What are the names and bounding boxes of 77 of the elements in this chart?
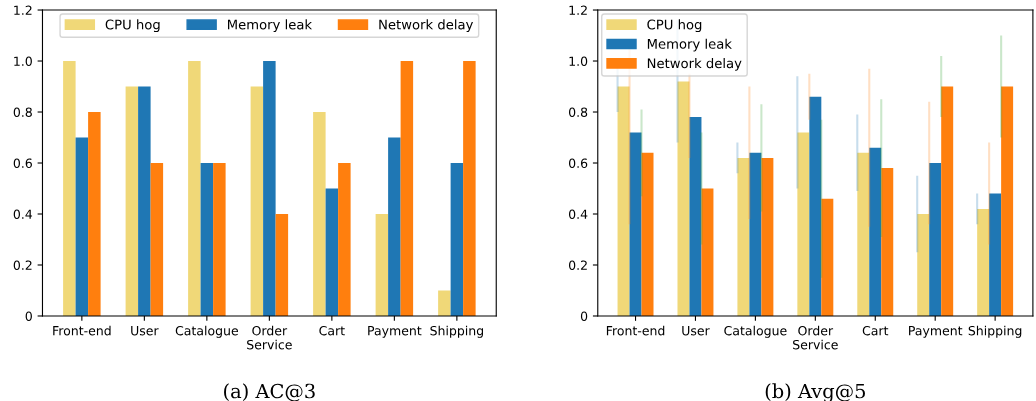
bar	[325, 188, 339, 316]
legend-label: CPU hog	[647, 19, 702, 33]
bar	[809, 96, 822, 316]
bar	[275, 214, 289, 316]
bar	[761, 157, 774, 316]
x-tick-label: Front-end	[53, 325, 111, 336]
bar	[917, 214, 930, 316]
bar	[63, 61, 76, 316]
y-tick-label: 1.2	[569, 5, 587, 15]
bar	[797, 132, 810, 316]
bar	[617, 86, 630, 316]
bar	[749, 152, 762, 316]
x-tick-label: Front-end	[606, 325, 665, 336]
bar	[677, 81, 690, 316]
x-tick-label: User	[682, 326, 710, 336]
legend-label: Network delay	[379, 19, 473, 33]
bar	[250, 86, 264, 316]
bar	[125, 86, 139, 316]
bar	[400, 61, 414, 316]
y-tick-label: 0.6	[13, 158, 32, 168]
y-tick-label: 1.2	[14, 5, 32, 15]
y-tick-label: 1.0	[14, 56, 32, 66]
x-tick-label: Shipping	[430, 325, 483, 338]
x-tick-label: Payment	[909, 326, 963, 338]
bar	[213, 163, 226, 316]
y-tick-label: 0.4	[13, 209, 33, 219]
x-tick-label: Catalogue	[175, 325, 238, 338]
y-tick-label: 0.2	[13, 260, 32, 270]
bar	[869, 147, 882, 316]
bar	[689, 117, 702, 316]
bar	[450, 163, 464, 316]
x-tick-label: Cart	[319, 325, 345, 336]
legend-label: CPU hog	[105, 19, 160, 33]
y-tick-label: 0	[25, 311, 32, 321]
bar	[375, 214, 389, 316]
x-tick-label: User	[131, 326, 159, 336]
bar	[313, 112, 326, 316]
bar	[641, 152, 654, 316]
y-tick-label: 0.8	[569, 107, 588, 117]
bar	[138, 86, 151, 316]
bar	[263, 61, 276, 316]
y-tick-label: 0.6	[569, 158, 588, 168]
bar	[200, 163, 214, 316]
x-tick-label: Shipping	[968, 325, 1022, 338]
bar	[75, 137, 89, 316]
text: (a) AC@3	[224, 383, 315, 401]
bar	[629, 132, 642, 316]
bar	[857, 152, 870, 316]
y-tick-label: 1.0	[569, 56, 588, 66]
x-tick-label: Catalogue	[724, 325, 787, 338]
bar	[88, 112, 101, 316]
x-tick-label: Cart	[862, 325, 889, 336]
bar	[188, 61, 201, 316]
legend-label: Memory leak	[647, 38, 732, 52]
bar	[150, 163, 164, 316]
x-tick-label: Order Service	[793, 325, 838, 350]
bar	[463, 61, 476, 316]
x-tick-label: Payment	[368, 326, 422, 338]
legend-label: Memory leak	[228, 19, 313, 33]
x-tick-label: Order Service	[247, 325, 292, 350]
bar	[1001, 86, 1014, 316]
bar	[977, 208, 990, 316]
bar	[338, 163, 351, 316]
bar	[941, 86, 954, 316]
y-tick-label: 0.8	[13, 107, 32, 117]
y-tick-label: 0.4	[569, 209, 588, 219]
bar	[821, 198, 834, 316]
bar	[929, 163, 942, 316]
bar	[701, 188, 714, 316]
bar	[388, 137, 401, 316]
bar	[737, 157, 750, 316]
bar	[438, 290, 451, 316]
y-tick-label: 0	[580, 311, 588, 321]
legend-label: Network delay	[647, 58, 742, 71]
bar	[989, 193, 1002, 316]
bar	[881, 168, 894, 316]
y-tick-label: 0.2	[569, 260, 587, 270]
